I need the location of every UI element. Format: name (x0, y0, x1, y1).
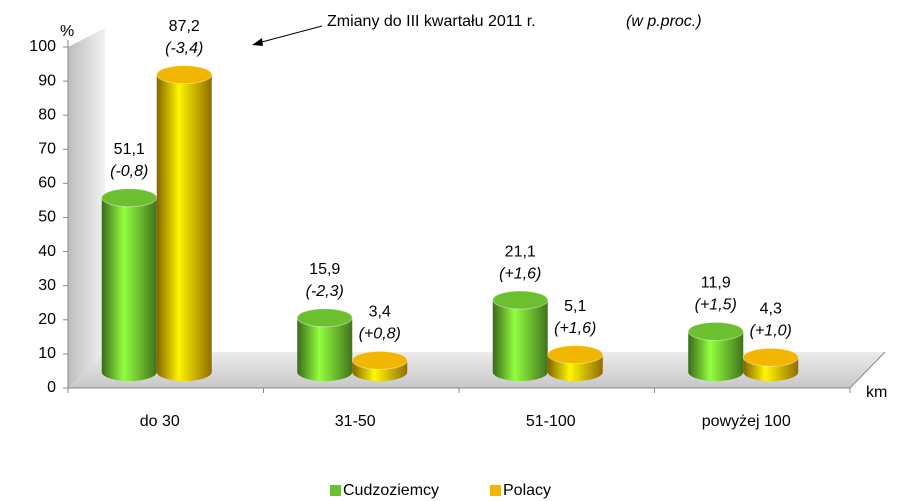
bar-top (101, 188, 158, 208)
value-label: 5,1 (564, 298, 586, 315)
legend-swatch (330, 485, 341, 496)
y-tick-label: 90 (38, 72, 56, 89)
y-tick-label: 10 (38, 345, 56, 362)
value-label: 87,2 (169, 18, 200, 35)
legend-label: Cudzoziemcy (343, 482, 439, 499)
y-tick-label: 30 (38, 277, 56, 294)
x-tick-label: powyżej 100 (702, 413, 791, 430)
y-axis-label: % (60, 23, 74, 40)
y-tick-label: 40 (38, 243, 56, 260)
value-label: 3,4 (369, 304, 391, 321)
value-label: 51,1 (114, 141, 145, 158)
bar-top (687, 321, 744, 341)
change-label: (+1,0) (750, 323, 792, 340)
change-label: (+1,5) (695, 297, 737, 314)
bar-top (742, 347, 799, 367)
x-tick-label: 31-50 (335, 413, 376, 430)
bar-top (296, 308, 353, 328)
bar (297, 317, 353, 381)
value-label: 4,3 (760, 301, 782, 318)
y-tick-label: 100 (29, 38, 56, 55)
arrow-head (252, 38, 263, 46)
floor-edge (849, 351, 886, 389)
change-label: (-2,3) (306, 283, 344, 300)
y-tick-label: 80 (38, 106, 56, 123)
annotation: Zmiany do III kwartału 2011 r. (327, 13, 536, 30)
bar-top (547, 345, 604, 365)
y-tick-label: 70 (38, 141, 56, 158)
back-wall (68, 28, 105, 388)
bar (492, 300, 548, 381)
legend-swatch (490, 485, 501, 496)
x-tick-label: 51-100 (526, 413, 576, 430)
change-label: (-3,4) (165, 40, 203, 57)
bar (101, 197, 157, 381)
change-label: (-0,8) (110, 163, 148, 180)
floor (68, 352, 885, 388)
bar (156, 74, 212, 381)
annotation-unit: (w p.proc.) (626, 13, 702, 30)
y-tick-label: 20 (38, 311, 56, 328)
value-label: 21,1 (505, 243, 536, 260)
change-label: (+0,8) (359, 326, 401, 343)
x-axis-label: km (866, 384, 887, 401)
bar-top (351, 350, 408, 370)
y-tick-label: 60 (38, 175, 56, 192)
change-label: (+1,6) (499, 265, 541, 282)
value-label: 15,9 (309, 261, 340, 278)
y-tick-label: 0 (47, 379, 56, 396)
bar-top (492, 290, 549, 310)
bar (688, 331, 744, 381)
bar-top (156, 65, 213, 85)
value-label: 11,9 (701, 275, 731, 292)
annotation-arrow (257, 25, 323, 44)
change-label: (+1,6) (554, 320, 596, 337)
legend-label: Polacy (503, 482, 551, 499)
x-tick-label: do 30 (140, 413, 180, 430)
y-tick-label: 50 (38, 209, 56, 226)
